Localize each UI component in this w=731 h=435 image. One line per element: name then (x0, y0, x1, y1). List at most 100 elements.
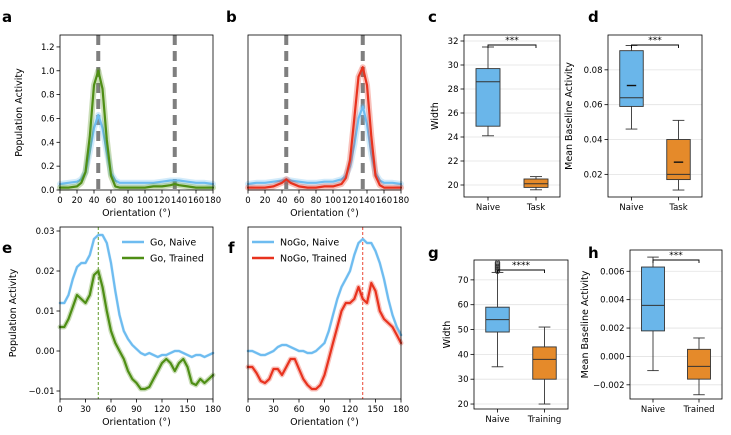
box-body (475, 68, 501, 127)
xtick-label: 20 (260, 196, 271, 206)
x-axis-label: Orientation (°) (102, 208, 171, 219)
ytick-label: 20 (458, 400, 469, 410)
panel-label-b: b (226, 8, 237, 26)
ytick-label: 0.01 (36, 307, 55, 317)
ytick-label: 60 (458, 301, 469, 311)
panel-label-e: e (2, 239, 12, 257)
category-label: Training (527, 415, 562, 425)
ytick-label: 22 (448, 157, 459, 167)
xtick-label: 180 (393, 405, 409, 415)
significance-stars: **** (512, 261, 531, 271)
xtick-label: 140 (171, 196, 187, 206)
xtick-label: 160 (376, 196, 392, 206)
category-label: Naive (485, 415, 509, 425)
xtick-label: 100 (325, 196, 341, 206)
ytick-label: −0.01 (28, 387, 54, 397)
panel-a-axes-frame (59, 34, 214, 191)
y-axis-label: Mean Baseline Activity (580, 270, 591, 378)
ytick-label: 26 (448, 109, 459, 119)
legend-label: Go, Trained (150, 254, 204, 265)
y-axis-label: Mean Baseline Activity (564, 62, 575, 170)
category-label: Naive (476, 203, 500, 213)
ytick-label: 0.08 (584, 66, 603, 76)
panel-d-axes-frame (607, 34, 703, 198)
series-line (246, 237, 403, 357)
ytick-label: 0.2 (41, 162, 55, 172)
xtick-label: 60 (106, 196, 117, 206)
xtick-label: 30 (80, 405, 91, 415)
xtick-label: 120 (342, 196, 358, 206)
ytick-label: 0.4 (41, 138, 55, 148)
ytick-label: 50 (458, 326, 469, 336)
series-band (245, 64, 404, 191)
xtick-label: 80 (123, 196, 134, 206)
significance-bracket (497, 269, 545, 273)
x-axis-label: Orientation (°) (290, 208, 359, 219)
box-body (619, 50, 644, 107)
box-body (687, 348, 711, 380)
ytick-label: 70 (458, 276, 469, 286)
xtick-label: 150 (367, 405, 383, 415)
panel-d: Naive Task *** 0.02 0.04 0.06 0.08 Mean Baselin… (564, 34, 703, 213)
panel-g: Naive Training **** 20 30 40 50 60 70 Width (442, 259, 569, 425)
ytick-label: 0.006 (600, 267, 624, 277)
x-axis-label: Orientation (°) (290, 417, 359, 428)
category-label: Task (668, 203, 687, 213)
xtick-label: 160 (188, 196, 204, 206)
ytick-label: 0.0 (41, 186, 55, 196)
ytick-label: 0.02 (584, 170, 603, 180)
panel-c-axes-frame (463, 34, 561, 198)
ytick-label: 30 (458, 375, 469, 385)
significance-stars: *** (669, 251, 683, 261)
ytick-label: 0.000 (600, 352, 624, 362)
xtick-label: 0 (245, 405, 250, 415)
ytick-label: 0.00 (36, 347, 55, 357)
xtick-label: 180 (393, 196, 409, 206)
panel-label-g: g (428, 244, 439, 262)
ytick-label: 0.004 (600, 296, 624, 306)
xtick-label: 180 (205, 196, 221, 206)
series-line (246, 281, 403, 391)
panel-g-axes-frame (473, 259, 569, 410)
panel-label-c: c (428, 8, 437, 26)
xtick-label: 20 (72, 196, 83, 206)
panel-b: 0 20 40 60 80 100 120 140 160 180 Orientation (°) (245, 34, 409, 219)
box-outlier (494, 259, 501, 266)
panel-label-h: h (588, 244, 599, 262)
ytick-label: 20 (448, 181, 459, 191)
box-body (641, 266, 665, 332)
box-body (523, 178, 549, 188)
panel-c: Naive Task *** 20 22 24 26 28 30 32 Width (430, 34, 561, 213)
xtick-label: 30 (268, 405, 279, 415)
xtick-label: 120 (342, 405, 358, 415)
category-label: Naive (619, 203, 643, 213)
ytick-label: 0.6 (41, 114, 55, 124)
category-label: Trained (682, 405, 714, 415)
panel-f: 0 30 60 90 120 150 180 Orientation (°) NoGo, Nai… (245, 226, 409, 428)
legend-label: NoGo, Naive (280, 238, 339, 249)
xtick-label: 100 (137, 196, 153, 206)
xtick-label: 60 (294, 196, 305, 206)
ytick-label: 40 (458, 350, 469, 360)
xtick-label: 180 (205, 405, 221, 415)
panel-label-f: f (228, 239, 235, 257)
ytick-label: 32 (448, 37, 459, 47)
significance-bracket (631, 44, 679, 48)
ytick-label: 0.002 (600, 324, 624, 334)
y-axis-label: Population Activity (14, 68, 25, 157)
xtick-label: 120 (154, 196, 170, 206)
panel-h: Naive Trained *** −0.002 0.000 0.002 0.004 0.00… (580, 249, 723, 415)
ytick-label: 30 (448, 61, 459, 71)
ytick-label: 0.8 (41, 91, 55, 101)
x-axis-label: Orientation (°) (102, 417, 171, 428)
panel-h-axes-frame (629, 249, 723, 400)
significance-stars: *** (505, 36, 519, 46)
xtick-label: 0 (57, 405, 62, 415)
series-line (58, 69, 215, 189)
xtick-label: 90 (319, 405, 330, 415)
ytick-label: 28 (448, 85, 459, 95)
xtick-label: 90 (131, 405, 142, 415)
panel-e: 0 30 60 90 120 150 180 Orientation (°) −0.01 0.00… (8, 226, 221, 428)
xtick-label: 60 (294, 405, 305, 415)
